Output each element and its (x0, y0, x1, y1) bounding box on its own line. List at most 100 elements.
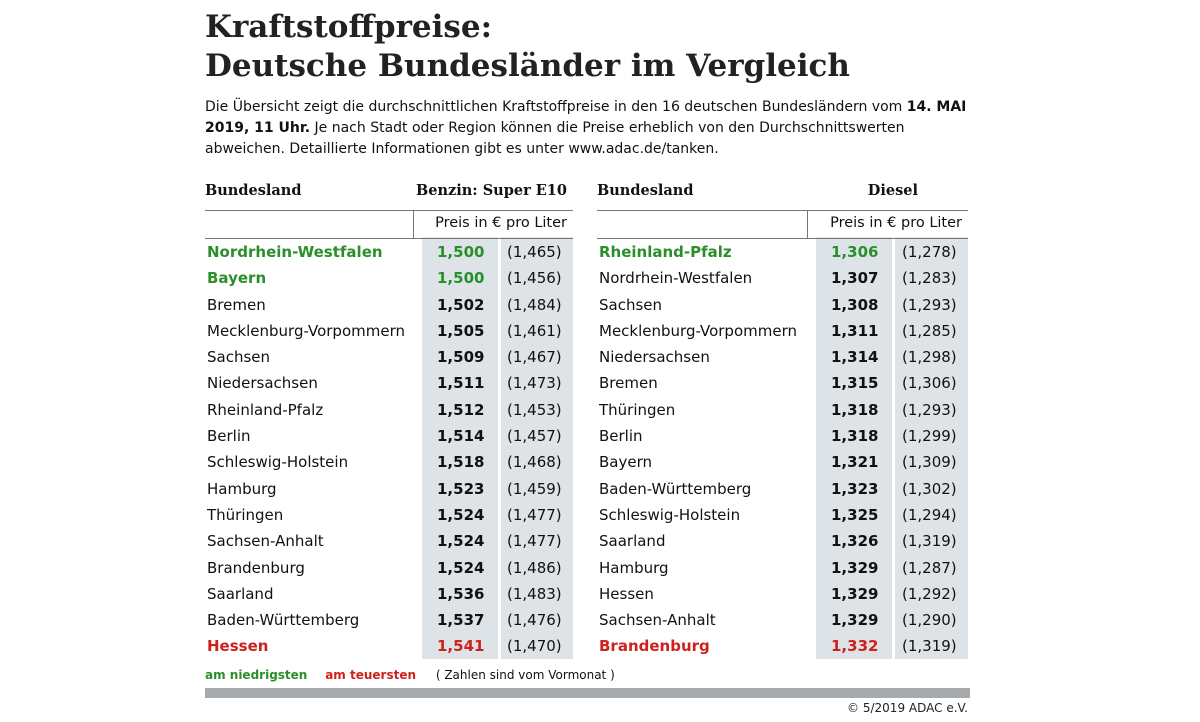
prev-value: (1,290) (902, 611, 957, 630)
price-value: 1,541 (437, 637, 485, 656)
price-value: 1,314 (831, 348, 879, 367)
price-value: 1,308 (831, 295, 879, 314)
prev-value: (1,293) (902, 400, 957, 419)
diesel-unit-row: Preis in € pro Liter (597, 210, 968, 239)
table-row: Hessen 1,541 (1,470) (205, 633, 573, 659)
price-value: 1,518 (437, 453, 485, 472)
diesel-col-state: Bundesland (597, 182, 694, 199)
page-title: Kraftstoffpreise: Deutsche Bundesländer … (205, 8, 850, 86)
price-value: 1,524 (437, 505, 485, 524)
price-value: 1,512 (437, 400, 485, 419)
price-value: 1,315 (831, 374, 879, 393)
intro-part-1: Die Übersicht zeigt die durchschnittlich… (205, 99, 907, 115)
table-row: Sachsen 1,308 (1,293) (597, 292, 968, 318)
state-name: Baden-Württemberg (599, 479, 752, 498)
prev-value: (1,473) (507, 374, 562, 393)
diesel-prev-column-bg (895, 237, 968, 659)
diesel-rows: Rheinland-Pfalz 1,306 (1,278) Nordrhein-We… (597, 239, 968, 660)
table-row: Brandenburg 1,332 (1,319) (597, 633, 968, 659)
price-value: 1,326 (831, 532, 879, 551)
table-row: Niedersachsen 1,511 (1,473) (205, 370, 573, 396)
diesel-table: Bundesland Diesel Preis in € pro Liter R… (597, 178, 968, 660)
benzin-col-state: Bundesland (205, 182, 302, 199)
table-row: Sachsen 1,509 (1,467) (205, 344, 573, 370)
state-name: Rheinland-Pfalz (599, 243, 732, 261)
prev-value: (1,468) (507, 453, 562, 472)
state-name: Brandenburg (207, 558, 305, 577)
prev-value: (1,283) (902, 269, 957, 288)
price-value: 1,318 (831, 427, 879, 446)
table-row: Schleswig-Holstein 1,325 (1,294) (597, 502, 968, 528)
state-name: Sachsen (599, 295, 663, 314)
copyright: © 5/2019 ADAC e.V. (847, 701, 968, 715)
state-name: Sachsen-Anhalt (599, 611, 716, 630)
prev-value: (1,476) (507, 611, 562, 630)
price-value: 1,329 (831, 611, 879, 630)
prev-value: (1,278) (902, 243, 957, 261)
price-value: 1,500 (437, 243, 485, 261)
price-value: 1,332 (831, 637, 879, 656)
legend: am niedrigsten am teuersten ( Zahlen sin… (205, 668, 615, 682)
price-value: 1,325 (831, 505, 879, 524)
prev-value: (1,294) (902, 505, 957, 524)
price-value: 1,311 (831, 321, 879, 340)
table-row: Hessen 1,329 (1,292) (597, 581, 968, 607)
table-row: Saarland 1,326 (1,319) (597, 528, 968, 554)
state-name: Thüringen (599, 400, 676, 419)
legend-highest: am teuersten (325, 668, 417, 682)
prev-value: (1,453) (507, 400, 562, 419)
prev-value: (1,299) (902, 427, 957, 446)
price-value: 1,500 (437, 269, 485, 288)
prev-value: (1,457) (507, 427, 562, 446)
state-name: Mecklenburg-Vorpommern (599, 321, 797, 340)
state-name: Bayern (599, 453, 652, 472)
state-name: Niedersachsen (207, 374, 318, 393)
prev-value: (1,477) (507, 505, 562, 524)
table-row: Bayern 1,321 (1,309) (597, 449, 968, 475)
table-row: Baden-Württemberg 1,323 (1,302) (597, 476, 968, 502)
table-row: Niedersachsen 1,314 (1,298) (597, 344, 968, 370)
state-name: Hessen (207, 637, 269, 656)
table-row: Thüringen 1,318 (1,293) (597, 397, 968, 423)
price-value: 1,505 (437, 321, 485, 340)
prev-value: (1,302) (902, 479, 957, 498)
table-row: Hamburg 1,329 (1,287) (597, 555, 968, 581)
price-value: 1,321 (831, 453, 879, 472)
state-name: Bremen (599, 374, 658, 393)
prev-value: (1,319) (902, 532, 957, 551)
prev-value: (1,486) (507, 558, 562, 577)
prev-value: (1,298) (902, 348, 957, 367)
table-row: Bayern 1,500 (1,456) (205, 265, 573, 291)
table-row: Brandenburg 1,524 (1,486) (205, 555, 573, 581)
state-name: Baden-Württemberg (207, 611, 360, 630)
state-name: Hamburg (599, 558, 669, 577)
benzin-rows: Nordrhein-Westfalen 1,500 (1,465) Bayern 1,… (205, 239, 573, 660)
benzin-price-column-bg (422, 237, 498, 659)
prev-value: (1,292) (902, 584, 957, 603)
prev-value: (1,477) (507, 532, 562, 551)
prev-value: (1,287) (902, 558, 957, 577)
table-row: Sachsen-Anhalt 1,329 (1,290) (597, 607, 968, 633)
intro-url[interactable]: www.adac.de/tanken (568, 141, 715, 157)
prev-value: (1,470) (507, 637, 562, 656)
diesel-unit-label: Preis in € pro Liter (830, 215, 962, 231)
state-name: Hessen (599, 584, 654, 603)
diesel-col-fuel: Diesel (867, 182, 918, 199)
prev-value: (1,461) (507, 321, 562, 340)
benzin-prev-column-bg (501, 237, 573, 659)
state-name: Nordrhein-Westfalen (207, 243, 383, 261)
benzin-col-fuel: Benzin: Super E10 (415, 182, 567, 199)
prev-value: (1,465) (507, 243, 562, 261)
legend-note: ( Zahlen sind vom Vormonat ) (435, 668, 615, 682)
prev-value: (1,484) (507, 295, 562, 314)
price-value: 1,536 (437, 584, 485, 603)
state-name: Mecklenburg-Vorpommern (207, 321, 405, 340)
table-row: Rheinland-Pfalz 1,512 (1,453) (205, 397, 573, 423)
price-value: 1,514 (437, 427, 485, 446)
prev-value: (1,306) (902, 374, 957, 393)
title-line-1: Kraftstoffpreise: (205, 9, 493, 45)
table-row: Nordrhein-Westfalen 1,307 (1,283) (597, 265, 968, 291)
state-name: Berlin (207, 427, 251, 446)
state-name: Nordrhein-Westfalen (599, 269, 753, 288)
price-value: 1,509 (437, 348, 485, 367)
